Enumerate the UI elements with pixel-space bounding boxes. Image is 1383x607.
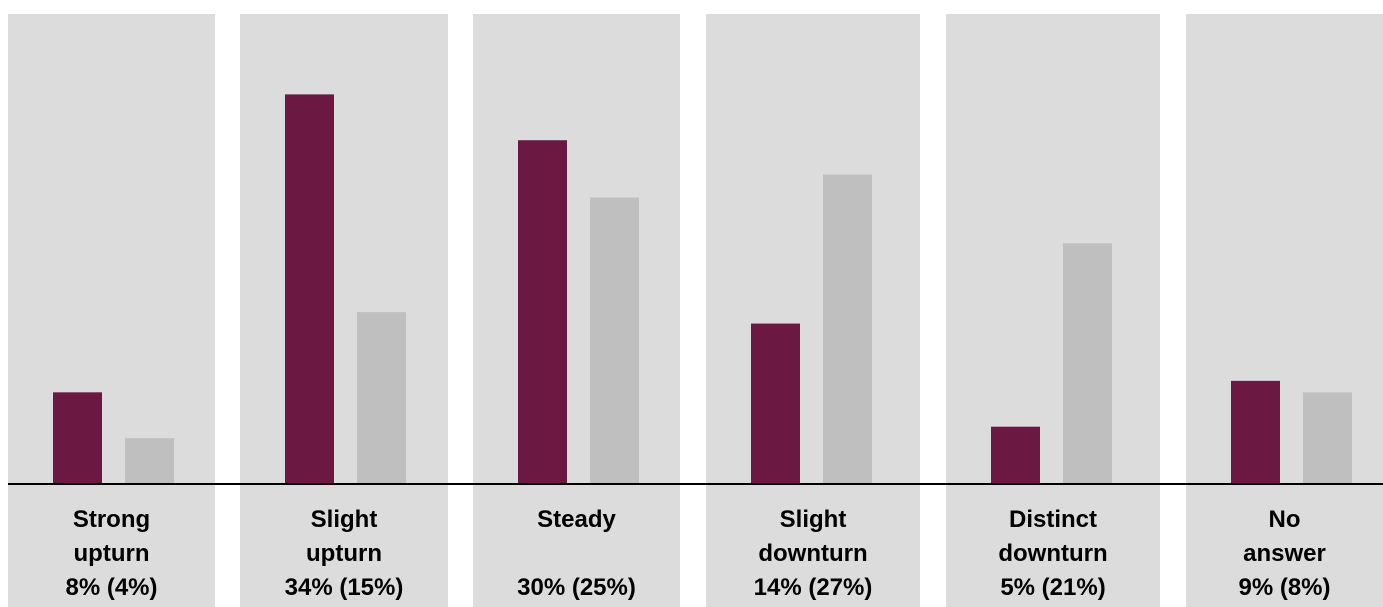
category-value-text: 9% (8%) [1238, 574, 1330, 601]
bar-series-1 [751, 323, 800, 484]
category-panel [240, 14, 448, 607]
bar-series-2 [823, 174, 872, 484]
category-labels: Strong upturn 8% (4%) Slight upturn 34% (15%)… [65, 506, 1330, 601]
category-panel [706, 14, 920, 607]
bar-series-1 [1231, 380, 1280, 484]
category-value-text: 14% (27%) [754, 574, 873, 601]
bar-series-2 [357, 312, 406, 484]
category-value-text: 5% (21%) [1000, 574, 1105, 601]
category-value-text: 30% (25%) [517, 574, 636, 601]
category-label-line1: No [1269, 506, 1301, 533]
bar-series-2 [125, 438, 174, 484]
category-panel [1186, 14, 1383, 607]
category-value-text: 8% (4%) [65, 574, 157, 601]
category-panel [473, 14, 680, 607]
bars [53, 94, 1352, 484]
bar-series-1 [53, 392, 102, 484]
bar-series-2 [590, 197, 639, 484]
category-panels [8, 14, 1383, 607]
category-label-line2: answer [1243, 540, 1326, 567]
category-value-text: 34% (15%) [285, 574, 404, 601]
category-label-line2: downturn [758, 540, 867, 567]
category-panel [8, 14, 215, 607]
category-label-line2: downturn [998, 540, 1107, 567]
category-panel [946, 14, 1160, 607]
category-label-line1: Strong [73, 506, 150, 533]
category-label-line1: Steady [537, 506, 616, 533]
category-label-line1: Slight [780, 506, 847, 533]
category-label-line2: upturn [74, 540, 150, 567]
category-label-line1: Slight [311, 506, 378, 533]
bar-series-1 [518, 140, 567, 484]
bar-series-1 [991, 426, 1040, 484]
bar-series-2 [1063, 243, 1112, 484]
category-label-line1: Distinct [1009, 506, 1097, 533]
category-label-line2: upturn [306, 540, 382, 567]
bar-series-1 [285, 94, 334, 484]
bar-series-2 [1303, 392, 1352, 484]
